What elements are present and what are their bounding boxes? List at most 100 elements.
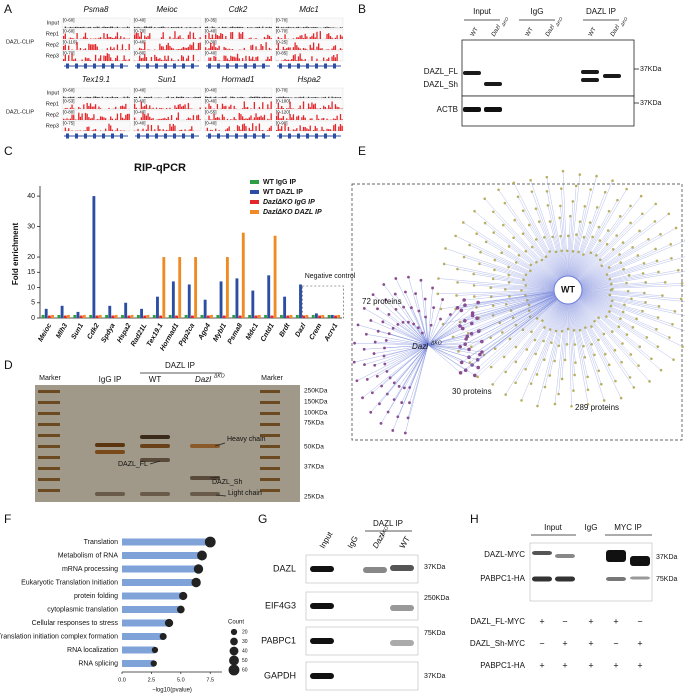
node bbox=[616, 198, 619, 202]
exon bbox=[111, 63, 114, 69]
rule bbox=[408, 322, 429, 346]
rule bbox=[567, 289, 572, 407]
node bbox=[551, 235, 554, 239]
rule bbox=[367, 344, 429, 380]
band bbox=[190, 476, 220, 480]
peak bbox=[192, 97, 195, 98]
peak bbox=[71, 130, 73, 131]
peak bbox=[299, 35, 301, 39]
exon bbox=[315, 63, 318, 69]
size-label: 25KDa bbox=[304, 494, 324, 501]
exon bbox=[137, 133, 140, 139]
node bbox=[613, 348, 617, 352]
peak bbox=[84, 97, 87, 98]
node bbox=[529, 178, 532, 182]
bar bbox=[162, 257, 166, 318]
peak bbox=[68, 45, 70, 50]
peak bbox=[265, 26, 267, 28]
peak bbox=[88, 126, 90, 131]
peak bbox=[208, 57, 210, 61]
peak bbox=[197, 96, 200, 98]
rule bbox=[384, 344, 429, 349]
peak bbox=[108, 54, 110, 61]
node bbox=[560, 377, 564, 381]
rule bbox=[362, 344, 429, 398]
rule bbox=[567, 289, 616, 382]
peak bbox=[241, 27, 244, 28]
node bbox=[472, 284, 476, 287]
rule bbox=[567, 289, 674, 360]
peak bbox=[194, 27, 196, 28]
rule bbox=[374, 344, 429, 366]
node bbox=[577, 250, 580, 254]
peak bbox=[210, 119, 212, 120]
peak bbox=[157, 27, 159, 28]
rule bbox=[395, 309, 429, 346]
peak bbox=[247, 27, 249, 28]
peak bbox=[257, 96, 259, 98]
peak bbox=[181, 96, 183, 98]
node bbox=[642, 262, 646, 265]
peak bbox=[196, 49, 198, 50]
peak bbox=[297, 56, 300, 61]
rule bbox=[427, 302, 479, 346]
bar bbox=[41, 314, 45, 318]
bar bbox=[121, 314, 124, 318]
track-range: [0-90] bbox=[276, 121, 288, 126]
rule bbox=[407, 344, 429, 418]
peak bbox=[306, 36, 308, 39]
peak bbox=[213, 114, 215, 120]
peak bbox=[191, 126, 193, 131]
marker-band bbox=[260, 456, 280, 459]
peak bbox=[91, 130, 93, 131]
rule bbox=[567, 289, 685, 302]
peak bbox=[179, 96, 181, 98]
annotation: Negative control bbox=[305, 273, 356, 280]
band bbox=[363, 567, 387, 573]
y-tick-label: cytoplasmic translation bbox=[47, 606, 118, 613]
peak bbox=[182, 105, 185, 109]
peak bbox=[326, 49, 328, 50]
bar bbox=[146, 314, 150, 318]
peak bbox=[197, 60, 200, 61]
rule bbox=[427, 287, 433, 346]
peak bbox=[94, 96, 97, 98]
node bbox=[674, 226, 678, 230]
peak bbox=[211, 130, 214, 131]
rule bbox=[567, 282, 666, 291]
peak bbox=[297, 115, 300, 120]
peak bbox=[121, 105, 124, 109]
peak bbox=[154, 49, 156, 50]
node bbox=[380, 384, 383, 388]
rule bbox=[405, 291, 429, 346]
x-tick-label: Psma8 bbox=[227, 322, 244, 345]
node bbox=[638, 229, 641, 233]
peak bbox=[64, 44, 66, 50]
exon bbox=[235, 133, 238, 139]
bar bbox=[47, 315, 51, 318]
peak bbox=[159, 129, 161, 131]
bar bbox=[178, 257, 182, 318]
peak bbox=[231, 49, 234, 50]
peak bbox=[64, 97, 66, 98]
peak bbox=[81, 59, 83, 61]
rule bbox=[149, 460, 161, 465]
peak bbox=[319, 108, 321, 109]
peak bbox=[289, 60, 291, 61]
node bbox=[565, 249, 569, 253]
peak bbox=[338, 97, 340, 98]
node bbox=[476, 365, 480, 370]
rule bbox=[379, 344, 429, 404]
track-range: [0-60] bbox=[63, 29, 75, 34]
peak bbox=[213, 97, 215, 98]
peak bbox=[115, 106, 117, 109]
exon bbox=[253, 63, 256, 69]
node bbox=[595, 254, 598, 257]
peak bbox=[145, 37, 148, 39]
node bbox=[535, 373, 539, 376]
rule bbox=[567, 289, 574, 391]
bar bbox=[108, 305, 112, 318]
peak bbox=[105, 128, 107, 131]
node bbox=[475, 306, 478, 309]
